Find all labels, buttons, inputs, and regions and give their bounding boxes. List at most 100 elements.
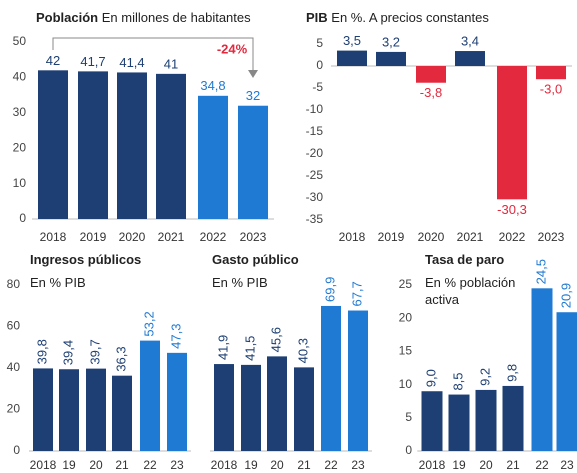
x-tick-label: 2018 <box>419 458 446 472</box>
value-label: 42 <box>46 53 60 68</box>
y-tick-label: -35 <box>306 212 324 226</box>
y-tick-label: 40 <box>13 70 27 84</box>
title-text: Gasto público <box>212 252 299 267</box>
y-tick-label: 0 <box>19 211 26 225</box>
title-text: Ingresos públicos <box>30 252 142 267</box>
value-label: 39,4 <box>60 340 75 365</box>
chart-subtitle: En %. A precios constantes <box>331 10 489 25</box>
x-tick-label: 2023 <box>538 230 565 244</box>
x-tick-label: 2022 <box>499 230 526 244</box>
y-tick-label: -30 <box>306 190 324 204</box>
value-label: -3,8 <box>420 85 442 100</box>
x-tick-label: 22 <box>143 458 157 472</box>
value-label: 9,0 <box>423 369 438 387</box>
x-tick-label: 21 <box>115 458 129 472</box>
value-label: 36,3 <box>113 346 128 371</box>
value-label: 9,8 <box>504 364 519 382</box>
annotation: -24% <box>217 41 248 56</box>
value-label: 40,3 <box>295 338 310 363</box>
bar <box>241 364 261 451</box>
y-tick-label: 5 <box>405 410 412 424</box>
x-tick-label: 2021 <box>457 230 484 244</box>
bar <box>117 72 147 219</box>
value-label: 41,7 <box>80 54 105 69</box>
value-label: 24,5 <box>533 259 548 284</box>
y-tick-label: 50 <box>13 34 27 48</box>
arrow-head <box>248 70 258 78</box>
bar <box>348 310 368 451</box>
y-tick-label: -5 <box>312 80 323 94</box>
y-tick-label: 80 <box>7 277 21 291</box>
chart-title: Tasa de paro <box>425 251 504 268</box>
y-tick-label: 20 <box>7 402 21 416</box>
y-tick-label: 40 <box>7 360 21 374</box>
y-tick-label: 0 <box>13 443 20 457</box>
y-tick-label: -15 <box>306 124 324 138</box>
x-tick-label: 2018 <box>339 230 366 244</box>
bar <box>294 367 314 451</box>
x-tick-label: 20 <box>270 458 284 472</box>
y-tick-label: 0 <box>316 58 323 72</box>
x-tick-label: 21 <box>297 458 311 472</box>
chart-title: Gasto público <box>212 251 299 268</box>
x-tick-label: 19 <box>244 458 258 472</box>
y-tick-label: 25 <box>399 277 413 291</box>
x-tick-label: 20 <box>479 458 493 472</box>
value-label: -3,0 <box>540 82 562 97</box>
bar <box>198 95 228 219</box>
value-label: -30,3 <box>497 202 527 217</box>
value-label: 20,9 <box>558 283 573 308</box>
bar <box>531 288 553 451</box>
title-text: Tasa de paro <box>425 252 505 267</box>
y-tick-label: -25 <box>306 168 324 182</box>
bar <box>455 51 485 66</box>
x-tick-label: 2018 <box>30 458 57 472</box>
y-tick-label: 15 <box>399 344 413 358</box>
x-tick-label: 2019 <box>378 230 405 244</box>
bracket <box>52 37 254 72</box>
value-label: 41,4 <box>119 55 144 70</box>
x-tick-label: 22 <box>535 458 549 472</box>
x-tick-label: 23 <box>351 458 365 472</box>
bar <box>448 394 470 451</box>
value-label: 32 <box>246 88 260 103</box>
value-label: 69,9 <box>322 277 337 302</box>
value-label: 3,4 <box>461 33 479 48</box>
x-tick-label: 19 <box>452 458 466 472</box>
value-label: 67,7 <box>349 281 364 306</box>
y-tick-label: 20 <box>399 310 413 324</box>
x-tick-label: 2022 <box>200 230 227 244</box>
value-label: 45,6 <box>268 327 283 352</box>
value-label: 53,2 <box>141 311 156 336</box>
y-tick-label: 30 <box>13 105 27 119</box>
x-tick-label: 2018 <box>40 230 67 244</box>
bar <box>321 305 341 451</box>
y-tick-label: 10 <box>399 377 413 391</box>
x-tick-label: 21 <box>506 458 520 472</box>
y-tick-label: 60 <box>7 319 21 333</box>
y-tick-label: -10 <box>306 102 324 116</box>
bar <box>502 385 524 451</box>
title-block: PIB En %. A precios constantes <box>306 9 489 26</box>
bar <box>33 368 53 451</box>
value-label: 47,3 <box>168 324 183 349</box>
chart-title: Población <box>36 10 99 25</box>
y-tick-label: 20 <box>13 140 27 154</box>
title-block: Población En millones de habitantes <box>36 9 251 26</box>
x-tick-label: 23 <box>560 458 574 472</box>
chart-subtitle: En millones de habitantes <box>101 10 251 25</box>
x-tick-label: 23 <box>170 458 184 472</box>
value-label: 3,2 <box>382 34 400 49</box>
value-label: 9,2 <box>477 368 492 386</box>
bar <box>156 73 186 219</box>
x-tick-label: 2021 <box>158 230 185 244</box>
bar <box>238 105 268 219</box>
chart-subtitle: En % población activa <box>425 275 516 307</box>
bar <box>214 364 234 451</box>
value-label: 34,8 <box>200 78 225 93</box>
bar <box>59 369 79 451</box>
bar <box>78 71 108 220</box>
value-label: 3,5 <box>343 33 361 48</box>
